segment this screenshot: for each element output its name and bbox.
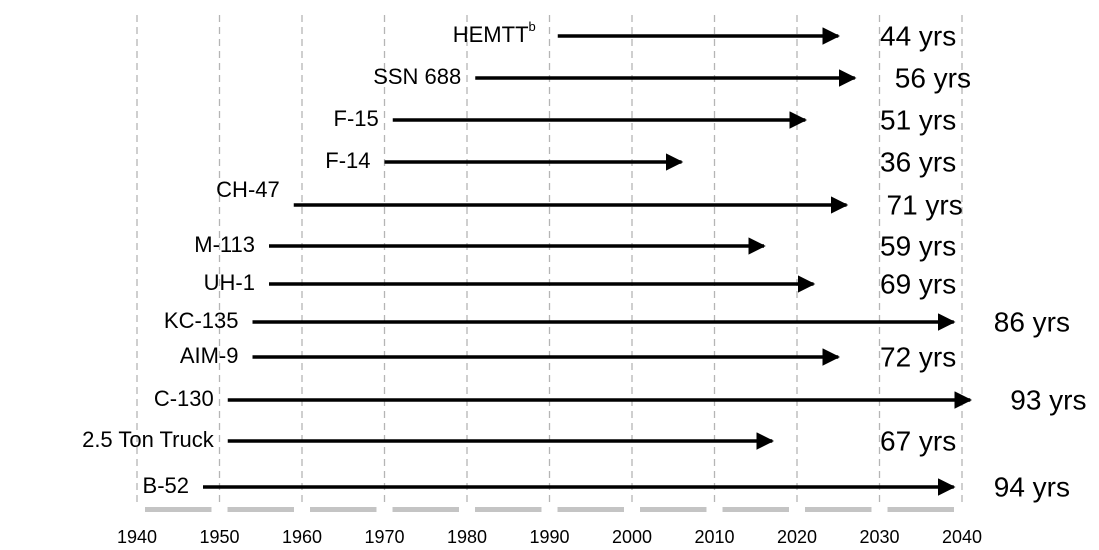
system-name-text: SSN 688 — [373, 64, 461, 89]
x-tick-label: 2040 — [942, 527, 982, 547]
system-name-text: B-52 — [143, 473, 189, 498]
x-tick-label: 1990 — [529, 527, 569, 547]
axis-segment — [805, 507, 872, 512]
x-tick-label: 1960 — [282, 527, 322, 547]
axis-segment — [722, 507, 789, 512]
system-name: UH-1 — [204, 270, 255, 295]
x-tick-label: 1980 — [447, 527, 487, 547]
system-name-text: KC-135 — [164, 308, 239, 333]
system-name-text: F-15 — [334, 106, 379, 131]
axis-segment — [145, 507, 212, 512]
x-tick-label: 1950 — [199, 527, 239, 547]
axis-segment — [557, 507, 624, 512]
lifetime-label: 94 yrs — [994, 471, 1070, 502]
system-name-text: HEMTT — [453, 22, 529, 47]
axis-segment — [310, 507, 377, 512]
lifetime-label: 44 yrs — [880, 20, 956, 51]
lifetime-label: 56 yrs — [895, 62, 971, 93]
system-name: B-52 — [143, 473, 189, 498]
x-tick-label: 1940 — [117, 527, 157, 547]
lifetime-label: 67 yrs — [880, 425, 956, 456]
lifetime-label: 86 yrs — [994, 306, 1070, 337]
system-name: M-113 — [194, 232, 255, 257]
system-name-text: AIM-9 — [180, 343, 239, 368]
system-name-text: C-130 — [154, 386, 214, 411]
system-name-text: F-14 — [325, 148, 370, 173]
lifetime-label: 59 yrs — [880, 230, 956, 261]
system-name: C-130 — [154, 386, 214, 411]
system-name: AIM-9 — [180, 343, 239, 368]
axis-segment — [640, 507, 707, 512]
system-name: F-14 — [325, 148, 370, 173]
system-name: SSN 688 — [373, 64, 461, 89]
x-tick-label: 2000 — [612, 527, 652, 547]
x-tick-label: 2010 — [694, 527, 734, 547]
lifetime-label: 36 yrs — [880, 146, 956, 177]
system-name: CH-47 — [216, 177, 280, 202]
system-name-text: CH-47 — [216, 177, 280, 202]
x-tick-label: 1970 — [364, 527, 404, 547]
system-name-text: M-113 — [194, 232, 255, 257]
axis-segment — [392, 507, 459, 512]
system-name: KC-135 — [164, 308, 239, 333]
axis-segment — [887, 507, 954, 512]
x-tick-label: 2030 — [859, 527, 899, 547]
lifetime-label: 71 yrs — [887, 189, 963, 220]
system-name: HEMTTb — [453, 19, 536, 46]
axis-segment — [227, 507, 294, 512]
system-name: F-15 — [334, 106, 379, 131]
x-tick-label: 2020 — [777, 527, 817, 547]
lifetime-label: 69 yrs — [880, 268, 956, 299]
axis-segment — [475, 507, 542, 512]
lifetime-label: 93 yrs — [1010, 384, 1086, 415]
system-name-text: 2.5 Ton Truck — [82, 427, 215, 452]
system-name: 2.5 Ton Truck — [82, 427, 215, 452]
lifetime-label: 51 yrs — [880, 104, 956, 135]
lifetime-label: 72 yrs — [880, 341, 956, 372]
footnote-mark: b — [529, 19, 536, 34]
system-name-text: UH-1 — [204, 270, 255, 295]
